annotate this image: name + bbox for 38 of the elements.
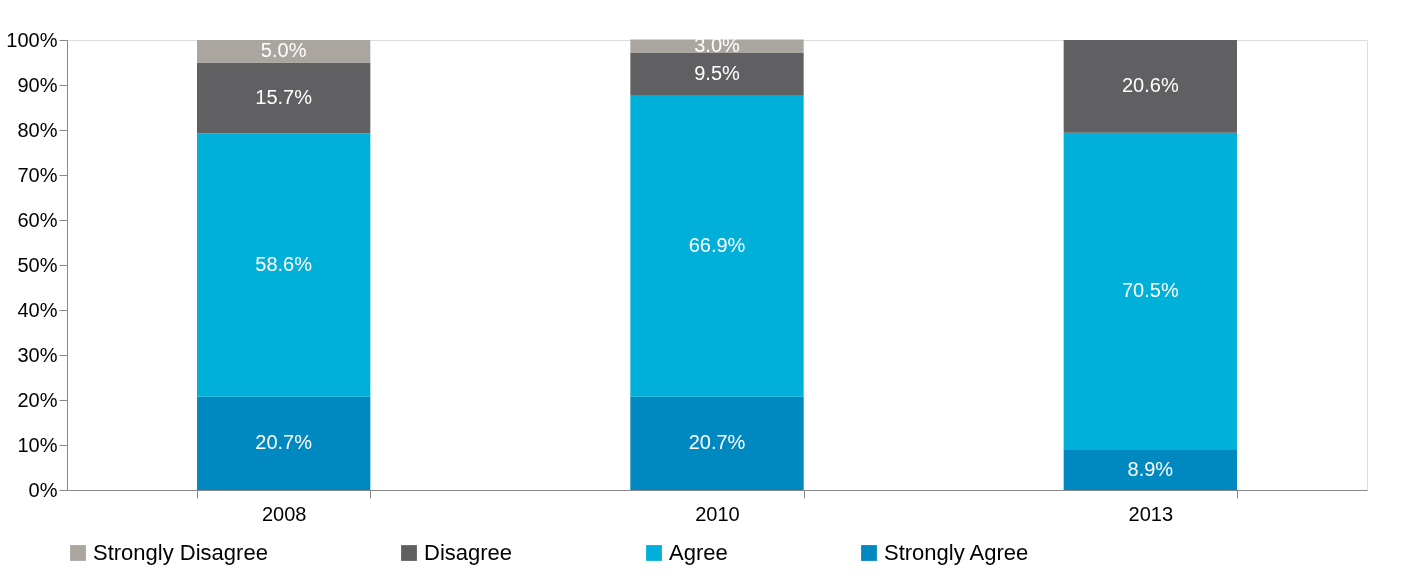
y-tick-label: 100% [6, 28, 58, 51]
legend-label: Agree [669, 540, 728, 565]
bar [630, 53, 804, 96]
legend-label: Disagree [424, 540, 513, 565]
legend-label: Strongly Disagree [93, 540, 268, 565]
x-tick-label: 2008 [261, 502, 307, 525]
bar [197, 133, 371, 397]
bar [197, 396, 371, 490]
y-tick-label: 70% [17, 163, 58, 186]
data-label: 58.6% [255, 253, 313, 275]
data-label: 20.7% [255, 431, 313, 454]
y-tick-label: 90% [17, 73, 58, 96]
bar [1063, 40, 1237, 133]
data-label: 9.5% [694, 62, 741, 85]
y-tick-label: 50% [17, 253, 58, 276]
bar [197, 62, 371, 134]
y-tick-label: 10% [17, 433, 58, 456]
y-tick-label: 40% [17, 298, 58, 321]
bar [1063, 449, 1237, 490]
y-tick-label: 20% [17, 388, 58, 411]
data-label: 66.9% [688, 234, 746, 257]
data-label: 5.0% [260, 39, 307, 62]
data-label: 20.7% [688, 431, 746, 454]
bar [630, 396, 804, 490]
y-tick-label: 60% [17, 208, 58, 231]
bar [630, 95, 804, 397]
x-tick-label: 2013 [1128, 502, 1174, 525]
legend-label: Strongly Agree [884, 540, 1029, 565]
x-tick-label: 2010 [695, 502, 740, 525]
bar [1063, 132, 1237, 450]
data-label: 70.5% [1121, 279, 1179, 302]
y-tick-label: 30% [17, 343, 58, 366]
data-label: 8.9% [1127, 457, 1174, 480]
data-label: 20.6% [1121, 74, 1179, 97]
data-label: 15.7% [255, 85, 313, 108]
y-tick-label: 80% [17, 118, 58, 141]
bar [197, 40, 371, 63]
y-tick-label: 0% [28, 478, 58, 501]
